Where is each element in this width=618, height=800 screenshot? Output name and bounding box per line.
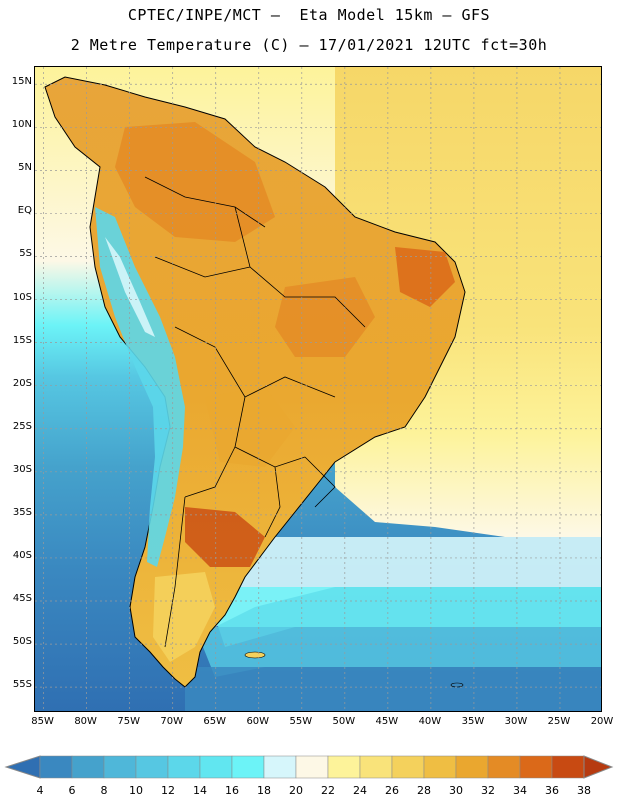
sst-band-8	[185, 667, 601, 711]
colorbar-tick-label: 16	[225, 784, 239, 797]
colorbar-arrow-low	[4, 755, 41, 779]
warm-region-chaco	[205, 387, 295, 467]
hot-region-argentina	[185, 507, 265, 567]
colorbar-tick-label: 28	[417, 784, 431, 797]
sst-band-14	[195, 627, 601, 677]
colorbar-tick-label: 26	[385, 784, 399, 797]
lon-tick-label: 65W	[203, 716, 227, 727]
lat-tick-label: 10N	[11, 119, 32, 131]
lon-tick-label: 25W	[547, 716, 571, 727]
map-canvas	[35, 67, 601, 711]
colorbar-tick-label: 8	[100, 784, 108, 797]
colorbar-swatch	[39, 755, 73, 779]
lon-tick-label: 80W	[74, 716, 97, 727]
colorbar-tick-label: 22	[321, 784, 335, 797]
lat-tick-label: 10S	[12, 291, 32, 303]
colorbar-swatch	[487, 755, 521, 779]
chart-title-line2: 2 Metre Temperature (C) – 17/01/2021 12U…	[70, 36, 548, 54]
colorbar-swatch	[327, 755, 361, 779]
lon-tick-label: 70W	[160, 716, 183, 727]
colorbar-tick-label: 18	[257, 784, 271, 797]
chart-title-line1: CPTEC/INPE/MCT – Eta Model 15km – GFS	[127, 6, 491, 24]
lon-tick-label: 45W	[375, 716, 399, 727]
colorbar-tick-label: 14	[193, 784, 207, 797]
lon-tick-label: 60W	[246, 716, 270, 727]
colorbar-swatch	[551, 755, 585, 779]
temperature-map[interactable]	[34, 66, 602, 712]
colorbar-tick-label: 24	[353, 784, 367, 797]
lon-tick-label: 55W	[289, 716, 313, 727]
lat-tick-label: 30S	[12, 463, 32, 475]
lat-tick-label: 15S	[12, 334, 32, 346]
colorbar-swatch	[199, 755, 233, 779]
colorbar-swatch	[391, 755, 425, 779]
colorbar-tick-label: 6	[68, 784, 76, 797]
colorbar-swatch	[455, 755, 489, 779]
hot-region-northeast	[395, 247, 455, 307]
lat-tick-label: 45S	[12, 593, 32, 605]
lat-tick-label: 35S	[12, 506, 32, 518]
falkland-islands	[244, 651, 266, 659]
colorbar-tick-label: 10	[129, 784, 143, 797]
colorbar-swatch	[295, 755, 329, 779]
colorbar-swatch	[231, 755, 265, 779]
lat-tick-label: 5S	[19, 248, 32, 260]
colorbar-arrow-high	[583, 755, 614, 779]
lat-tick-label: 55S	[12, 679, 32, 691]
country-borders	[144, 176, 366, 648]
patagonia-region	[153, 572, 215, 662]
colorbar-tick-label: 4	[36, 784, 44, 797]
lat-tick-label: 40S	[12, 549, 32, 561]
colorbar-swatch	[167, 755, 201, 779]
colorbar-swatch	[135, 755, 169, 779]
lon-tick-label: 35W	[461, 716, 485, 727]
colorbar-swatch	[71, 755, 105, 779]
sst-band-18	[205, 587, 601, 647]
colorbar-tick-label: 20	[289, 784, 303, 797]
colorbar-tick-label: 36	[545, 784, 559, 797]
colorbar	[4, 755, 614, 779]
lat-tick-label: 25S	[12, 420, 32, 432]
lat-tick-label: EQ	[17, 205, 32, 217]
lon-tick-label: 50W	[332, 716, 356, 727]
colorbar-tick-label: 34	[513, 784, 527, 797]
hot-region-amazon	[115, 122, 275, 242]
colorbar-tick-label: 38	[577, 784, 591, 797]
colorbar-tick-label: 12	[161, 784, 175, 797]
colorbar-swatch	[263, 755, 297, 779]
lat-tick-label: 20S	[12, 377, 32, 389]
lon-tick-label: 20W	[590, 716, 614, 727]
lon-tick-label: 30W	[504, 716, 528, 727]
lon-tick-label: 85W	[31, 716, 54, 727]
colorbar-swatch	[519, 755, 553, 779]
colorbar-tick-label: 30	[449, 784, 463, 797]
south-georgia	[450, 682, 464, 688]
colorbar-tick-label: 32	[481, 784, 495, 797]
andes-cold-zone	[95, 207, 185, 567]
colorbar-swatch	[423, 755, 457, 779]
lat-tick-label: 15N	[11, 76, 32, 88]
colorbar-swatch	[359, 755, 393, 779]
lon-tick-label: 40W	[418, 716, 442, 727]
lat-tick-label: 50S	[12, 636, 32, 648]
sst-band-20	[215, 537, 601, 627]
lon-tick-label: 75W	[117, 716, 140, 727]
lat-tick-label: 5N	[18, 162, 32, 174]
colorbar-swatch	[103, 755, 137, 779]
